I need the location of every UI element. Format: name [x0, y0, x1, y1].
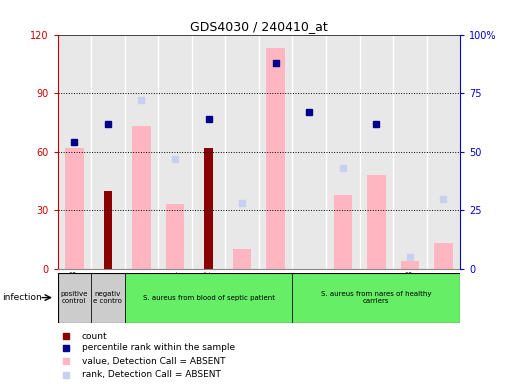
- Bar: [158, 35, 192, 269]
- Bar: [192, 35, 225, 269]
- Text: rank, Detection Call = ABSENT: rank, Detection Call = ABSENT: [82, 370, 221, 379]
- FancyBboxPatch shape: [91, 273, 124, 323]
- Bar: [334, 195, 352, 269]
- Bar: [104, 191, 112, 269]
- Bar: [124, 35, 158, 269]
- FancyBboxPatch shape: [292, 273, 460, 323]
- Text: negativ
e contro: negativ e contro: [94, 291, 122, 304]
- Bar: [360, 35, 393, 269]
- Bar: [233, 249, 252, 269]
- Bar: [225, 35, 259, 269]
- Bar: [266, 48, 285, 269]
- Bar: [58, 35, 91, 269]
- Text: value, Detection Call = ABSENT: value, Detection Call = ABSENT: [82, 357, 225, 366]
- Text: positive
control: positive control: [61, 291, 88, 304]
- Bar: [393, 35, 427, 269]
- Title: GDS4030 / 240410_at: GDS4030 / 240410_at: [190, 20, 328, 33]
- Bar: [292, 35, 326, 269]
- Bar: [427, 35, 460, 269]
- Bar: [434, 243, 453, 269]
- Bar: [204, 148, 213, 269]
- Bar: [65, 148, 84, 269]
- Text: percentile rank within the sample: percentile rank within the sample: [82, 343, 235, 353]
- Bar: [132, 126, 151, 269]
- Bar: [401, 261, 419, 269]
- Bar: [259, 35, 292, 269]
- Bar: [326, 35, 360, 269]
- FancyBboxPatch shape: [124, 273, 292, 323]
- Bar: [91, 35, 124, 269]
- FancyBboxPatch shape: [58, 273, 91, 323]
- Text: S. aureus from blood of septic patient: S. aureus from blood of septic patient: [143, 295, 275, 301]
- Text: S. aureus from nares of healthy
carriers: S. aureus from nares of healthy carriers: [321, 291, 431, 304]
- Text: infection: infection: [3, 293, 42, 302]
- Bar: [367, 175, 385, 269]
- Text: count: count: [82, 331, 107, 341]
- Bar: [166, 204, 184, 269]
